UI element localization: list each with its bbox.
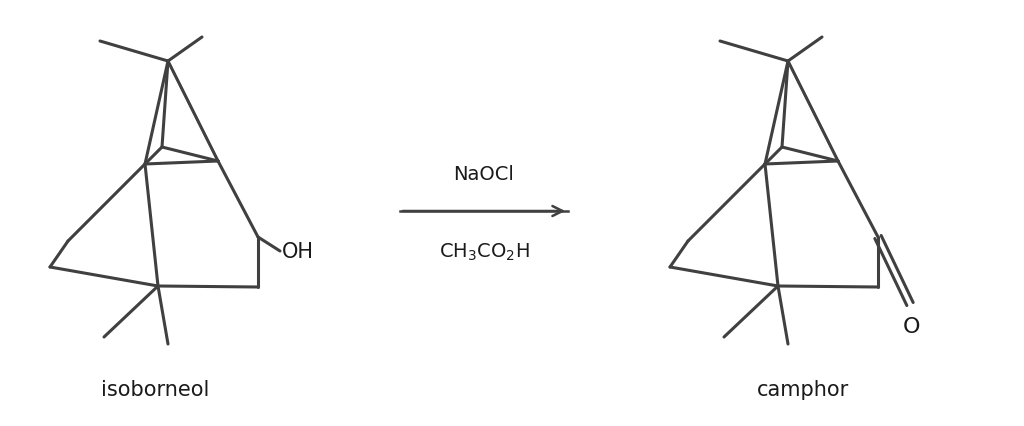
Text: camphor: camphor — [757, 379, 849, 399]
Text: NaOCl: NaOCl — [454, 164, 514, 184]
Text: OH: OH — [282, 242, 314, 262]
Text: isoborneol: isoborneol — [100, 379, 209, 399]
Text: CH$_3$CO$_2$H: CH$_3$CO$_2$H — [438, 242, 529, 263]
Text: O: O — [903, 316, 921, 336]
